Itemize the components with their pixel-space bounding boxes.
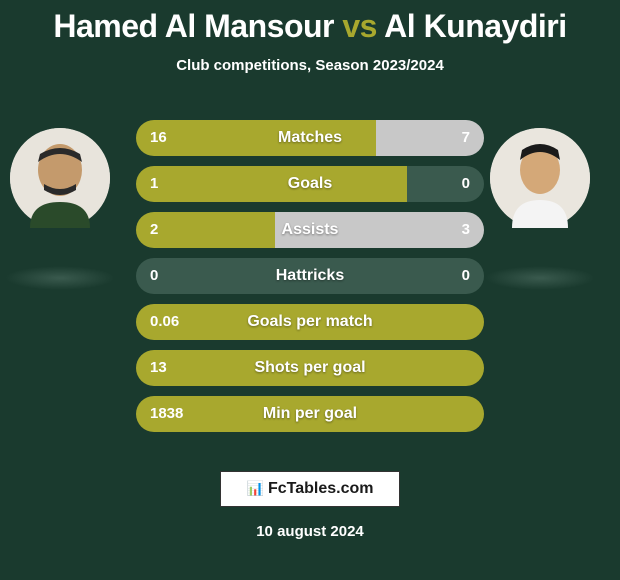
stat-label: Assists (136, 212, 484, 248)
stat-row: Goals1 0 (136, 166, 484, 202)
player2-name: Al Kunaydiri (384, 8, 566, 44)
stat-row: Matches16 7 (136, 120, 484, 156)
date-text: 10 august 2024 (0, 523, 620, 540)
header: Hamed Al Mansour vs Al Kunaydiri Club co… (0, 0, 620, 74)
stat-row: Assists2 3 (136, 212, 484, 248)
subtitle: Club competitions, Season 2023/2024 (0, 57, 620, 74)
stat-label: Hattricks (136, 258, 484, 294)
player2-shadow (485, 266, 595, 290)
stats-container: Matches167Goals10Assists23Hattricks00Goa… (136, 120, 484, 442)
stat-val-right: 0 (462, 166, 470, 202)
brand-text: FcTables.com (268, 480, 374, 497)
footer: 📊FcTables.com 10 august 2024 (0, 471, 620, 540)
stat-val-left: 2 (150, 212, 158, 248)
stat-val-right: 7 (462, 120, 470, 156)
stat-label: Shots per goal (136, 350, 484, 386)
stat-row: Min per goal1838 (136, 396, 484, 432)
player2-avatar (490, 128, 590, 228)
stat-row: Goals per match0.06 (136, 304, 484, 340)
stat-val-left: 0 (150, 258, 158, 294)
player1-name: Hamed Al Mansour (53, 8, 334, 44)
stat-val-left: 1 (150, 166, 158, 202)
stat-val-left: 1838 (150, 396, 183, 432)
comparison-title: Hamed Al Mansour vs Al Kunaydiri (0, 8, 620, 45)
vs-text: vs (342, 8, 377, 44)
brand-box[interactable]: 📊FcTables.com (220, 471, 401, 507)
player1-shadow (5, 266, 115, 290)
stat-val-right: 3 (462, 212, 470, 248)
avatar-icon (490, 128, 590, 228)
stat-label: Goals (136, 166, 484, 202)
stat-row: Hattricks0 0 (136, 258, 484, 294)
stat-val-right: 0 (462, 258, 470, 294)
stat-val-left: 16 (150, 120, 167, 156)
player1-avatar (10, 128, 110, 228)
stat-val-left: 13 (150, 350, 167, 386)
stat-label: Min per goal (136, 396, 484, 432)
stat-label: Goals per match (136, 304, 484, 340)
chart-icon: 📊 (247, 480, 264, 497)
stat-label: Matches (136, 120, 484, 156)
stat-val-left: 0.06 (150, 304, 179, 340)
stat-row: Shots per goal13 (136, 350, 484, 386)
avatar-icon (10, 128, 110, 228)
